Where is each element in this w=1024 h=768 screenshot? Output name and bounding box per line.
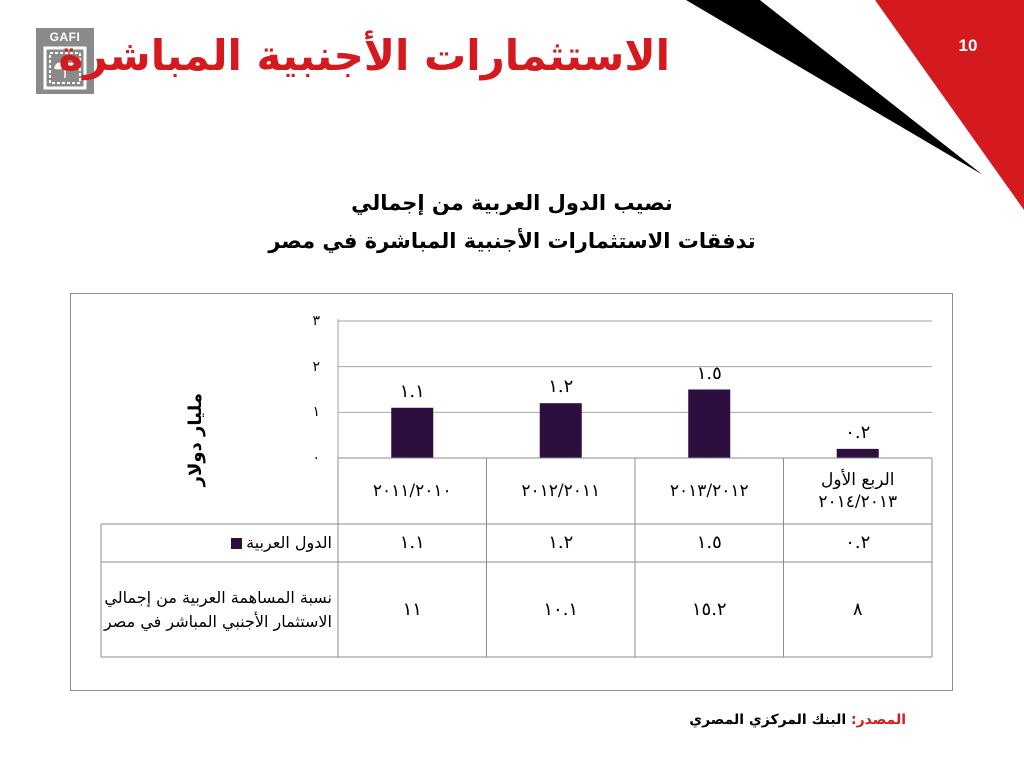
legend-key — [231, 537, 243, 549]
table-cell: ١.١ — [399, 532, 425, 553]
y-axis-title: مليار دولار — [185, 393, 206, 487]
table-row-header-text: نسبة المساهمة العربية من إجمالي الاستثما… — [103, 587, 332, 631]
bar — [539, 403, 582, 458]
bar — [391, 407, 434, 458]
bar-data-label: ٠.٢ — [845, 421, 871, 443]
table-cell: ١.٥ — [696, 532, 722, 553]
source-label: المصدر: — [851, 712, 906, 728]
category-label: ٢٠١٢/٢٠١١ — [487, 458, 636, 524]
bar — [688, 389, 731, 458]
bar-data-label: ١.١ — [399, 380, 425, 402]
bar-data-label: ١.٥ — [696, 362, 722, 384]
source-text: البنك المركزي المصري — [689, 712, 847, 728]
table-row-header: نسبة المساهمة العربية من إجمالي الاستثما… — [101, 562, 338, 657]
gafi-logo: GAFI — [36, 28, 94, 94]
table-cell: ٨ — [852, 598, 863, 620]
corner-red-triangle — [875, 0, 1024, 210]
category-label: الربع الأول ٢٠١٤/٢٠١٣ — [784, 458, 933, 524]
category-label: ٢٠١٣/٢٠١٢ — [635, 458, 784, 524]
y-tick-label: ١ — [312, 404, 320, 421]
logo-text: GAFI — [49, 30, 81, 44]
logo-emblem-icon — [43, 46, 87, 90]
source-note: المصدر: البنك المركزي المصري — [600, 712, 906, 728]
slide-number: 10 — [958, 36, 978, 55]
page-title: الاستثمارات الأجنبية المباشرة — [58, 31, 670, 80]
bar-data-label: ١.٢ — [548, 376, 574, 398]
table-cell: ١.٢ — [548, 532, 574, 553]
chart-title-line-1: نصيب الدول العربية من إجمالي — [351, 191, 673, 215]
bar — [836, 448, 879, 458]
category-label-line: ٢٠١٢/٢٠١١ — [521, 481, 601, 501]
corner-black-wedge — [686, 0, 983, 175]
table-cell: ١٥.٢ — [691, 598, 727, 620]
corner-white-wedge — [760, 0, 983, 175]
table-row-header-text: الدول العربية — [246, 533, 332, 552]
category-label-line: ٢٠١٤/٢٠١٣ — [818, 492, 898, 512]
y-tick-label: ٠ — [312, 450, 320, 466]
table-cell: ١١ — [402, 598, 422, 620]
table-cell: ١٠.١ — [543, 598, 579, 620]
category-label-line: ٢٠١١/٢٠١٠ — [372, 481, 452, 501]
category-label: ٢٠١١/٢٠١٠ — [338, 458, 487, 524]
corner-decoration — [686, 0, 1024, 210]
chart-frame — [70, 293, 953, 691]
table-cell: ٠.٢ — [845, 532, 871, 553]
table-row-header: الدول العربية — [101, 524, 338, 562]
chart-title-line-2: تدفقات الاستثمارات الأجنبية المباشرة في … — [268, 229, 756, 253]
category-label-line: الربع الأول — [821, 470, 895, 490]
category-label-line: ٢٠١٣/٢٠١٢ — [669, 481, 749, 501]
y-tick-label: ٣ — [312, 313, 320, 329]
y-tick-label: ٢ — [312, 358, 320, 375]
